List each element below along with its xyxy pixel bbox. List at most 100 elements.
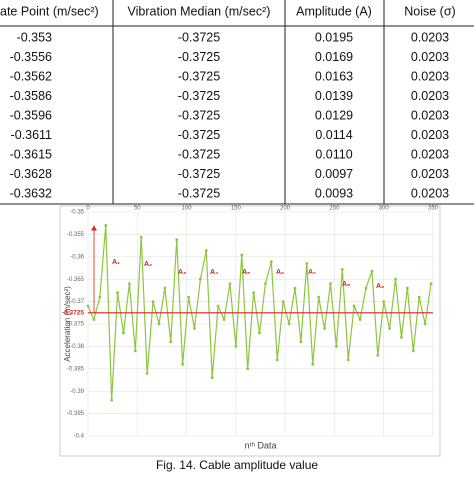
data-point <box>299 340 303 344</box>
data-point <box>287 322 291 326</box>
table-cell: -0.3596 <box>10 108 52 122</box>
table-cell: 0.0097 <box>315 167 353 181</box>
data-point <box>204 249 208 252</box>
table-cell: 0.0203 <box>411 128 449 142</box>
x-tick-label: 50 <box>134 206 141 212</box>
table-cell: 0.0139 <box>315 89 353 103</box>
table-cell: -0.3611 <box>11 128 53 142</box>
data-point <box>116 291 119 295</box>
annotation: A₁ <box>112 259 120 266</box>
data-point <box>139 235 143 239</box>
x-tick-label: 100 <box>182 206 193 212</box>
table-cell: 0.0203 <box>411 147 449 161</box>
table-cell: -0.3725 <box>178 167 220 181</box>
data-point <box>388 327 392 330</box>
table-header: Noise (σ) <box>404 4 455 18</box>
table-cell: 0.0203 <box>411 50 449 64</box>
annotation: A₄ <box>210 269 218 276</box>
x-tick-label: 200 <box>280 206 291 212</box>
table-cell: -0.3725 <box>178 89 220 103</box>
table-cell: 0.0163 <box>315 69 353 83</box>
data-point <box>104 224 108 227</box>
data-point <box>92 318 96 321</box>
table-cell: -0.3725 <box>178 147 220 161</box>
data-point <box>293 286 297 290</box>
data-point <box>275 358 279 362</box>
data-point <box>122 331 125 335</box>
y-tick-label: -0.35 <box>70 210 84 216</box>
data-point <box>370 269 374 273</box>
y-tick-label: -0.38 <box>70 344 84 350</box>
table-cell: 0.0110 <box>315 147 352 161</box>
data-point <box>382 300 386 303</box>
table-cell: 0.0203 <box>411 167 449 181</box>
data-point <box>269 260 273 264</box>
data-point <box>411 349 415 353</box>
data-point <box>222 318 226 321</box>
table-cell: 0.0203 <box>411 89 449 103</box>
x-tick-label: 250 <box>329 206 340 212</box>
data-point <box>394 277 397 281</box>
y-tick-label: -0.39 <box>70 389 84 395</box>
data-point <box>429 282 433 286</box>
x-tick-label: 300 <box>379 206 390 212</box>
table-cell: 0.0203 <box>411 108 449 122</box>
data-point <box>181 362 185 366</box>
data-point <box>329 282 332 286</box>
table-cell: -0.3725 <box>178 30 220 44</box>
data-point <box>364 286 368 290</box>
y-tick-label: -0.37 <box>70 299 84 305</box>
data-point <box>216 304 220 308</box>
data-point <box>157 322 161 326</box>
data-point <box>175 238 179 242</box>
table-cell: 0.0203 <box>411 186 449 200</box>
data-point <box>127 282 131 286</box>
arrow-head <box>91 225 97 231</box>
annotation: A₆ <box>276 269 284 276</box>
data-point <box>145 371 149 375</box>
table-cell: 0.0203 <box>411 30 449 44</box>
data-point <box>228 282 232 286</box>
table-cell: 0.0129 <box>315 108 353 122</box>
data-point <box>358 318 362 321</box>
table-header: ate Point (m/sec²) <box>0 4 99 18</box>
data-point <box>281 300 285 303</box>
data-point <box>323 327 326 330</box>
table-header: Amplitude (A) <box>296 4 372 18</box>
median-label: -0.3725 <box>62 310 84 317</box>
data-point <box>305 262 309 265</box>
data-point <box>198 277 202 281</box>
y-axis-label: Acceleration (m/sec²) <box>63 286 72 362</box>
data-point <box>252 291 256 295</box>
data-point <box>264 282 267 286</box>
data-point <box>376 353 380 357</box>
data-point <box>210 376 214 380</box>
data-point <box>346 358 350 362</box>
data-point <box>340 267 344 271</box>
data-point <box>423 322 427 326</box>
caption: Fig. 14. Cable amplitude value <box>156 458 318 472</box>
data-point <box>151 300 155 303</box>
x-axis-label: nᵗʰ Data <box>245 440 277 450</box>
data-point <box>352 304 356 308</box>
table-cell: -0.3586 <box>10 89 52 103</box>
data-point <box>98 295 102 299</box>
data-point <box>169 340 173 344</box>
y-tick-label: -0.395 <box>67 411 85 417</box>
table-cell: -0.353 <box>17 30 52 44</box>
table-cell: -0.3725 <box>178 50 220 64</box>
data-point <box>258 331 261 335</box>
data-point <box>163 286 167 290</box>
data-point <box>240 253 244 257</box>
table-header: Vibration Median (m/sec²) <box>128 4 271 18</box>
data-point <box>311 362 315 366</box>
table-cell: -0.3562 <box>10 69 52 83</box>
table-cell: 0.0093 <box>315 186 353 200</box>
annotation: A₈ <box>342 281 350 288</box>
y-tick-label: -0.4 <box>74 434 85 440</box>
data-point <box>405 286 409 290</box>
y-tick-label: -0.36 <box>70 254 84 260</box>
table-cell: -0.3556 <box>10 50 52 64</box>
annotation: A₃ <box>178 269 186 276</box>
